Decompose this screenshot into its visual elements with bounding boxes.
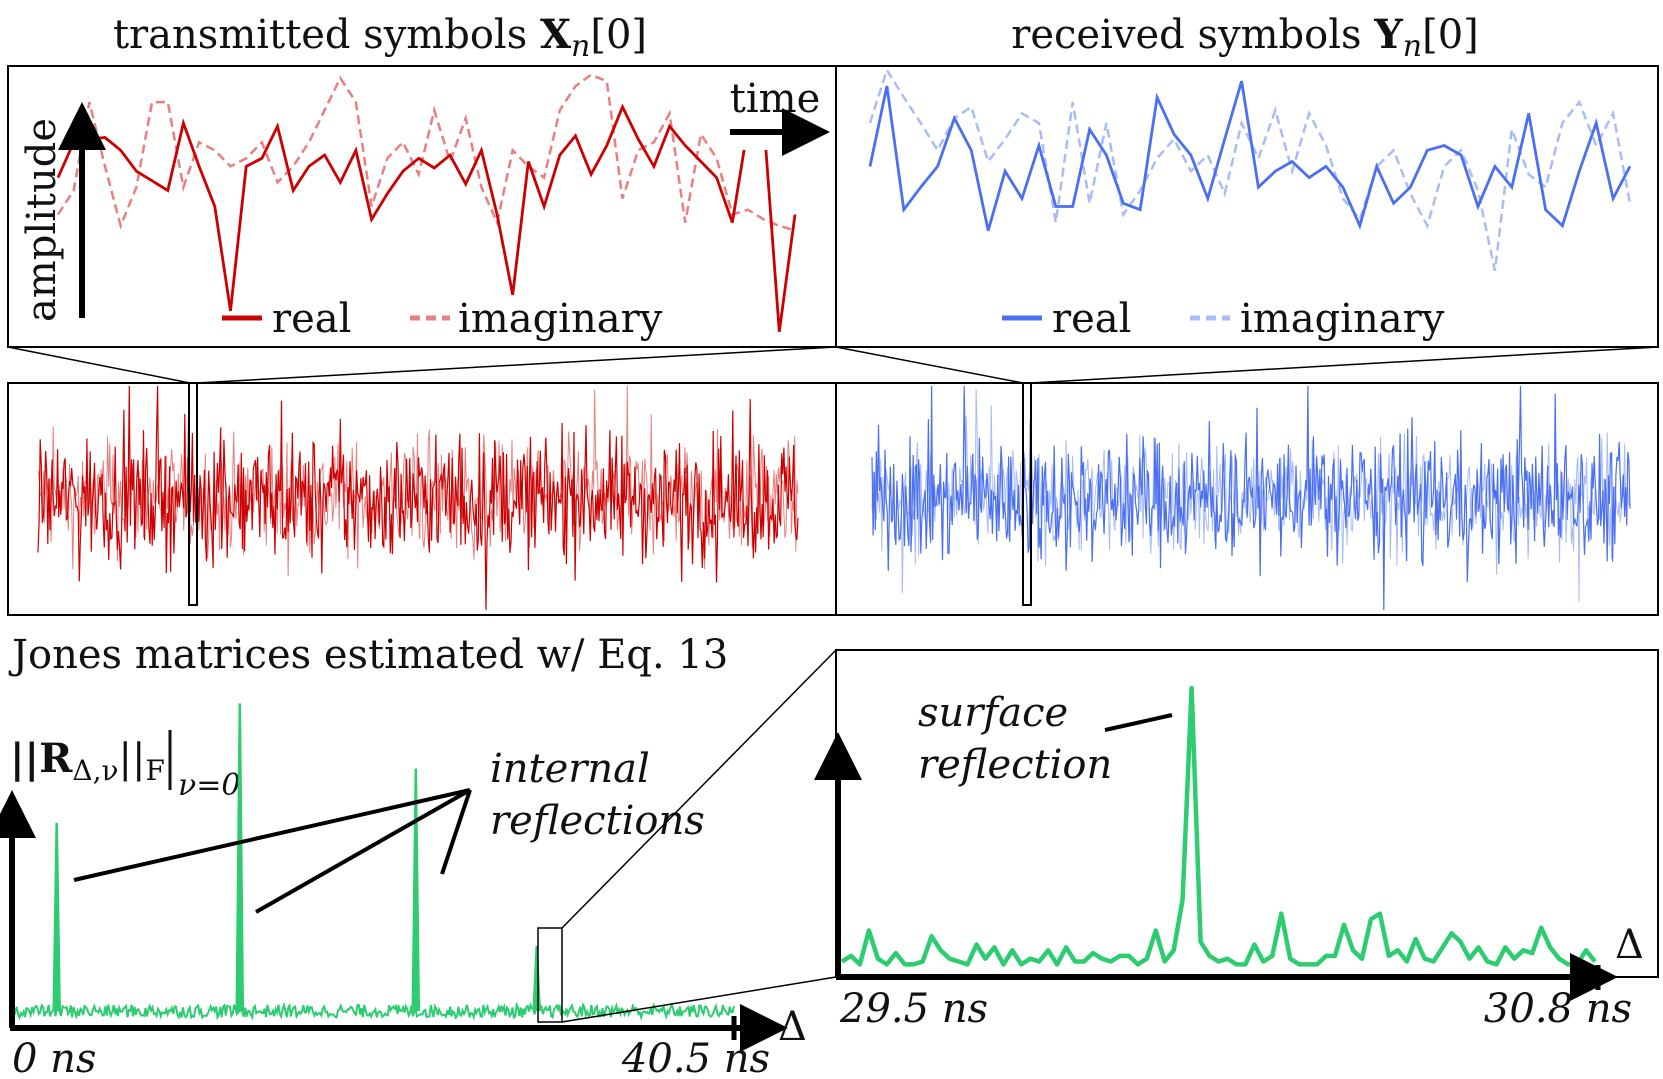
jones-zoom-series [840,685,1597,967]
annot-internal-2: reflections [490,798,705,844]
series-real [868,80,1632,231]
series-imaginary [56,73,796,232]
rx-legend-imag: imaginary [1240,296,1445,342]
svg-text:||RΔ,ν||F: ||RΔ,ν||F [10,735,165,787]
rx-full-frame [835,382,1659,616]
zoom-x-end: 30.8 ns [1484,986,1632,1032]
tx-title: transmitted symbols Xn[0] [113,11,647,64]
jones-title: Jones matrices estimated w/ Eq. 13 [8,632,728,678]
jones-peak-4 [532,945,541,1012]
tx-legend-imag: imaginary [458,296,663,342]
rx-legend: real imaginary [1002,296,1445,342]
zoom-x-start: 29.5 ns [839,986,988,1032]
annot-internal-1: internal [490,746,650,792]
jones-noise [13,1001,735,1022]
annot-surface-leader [1104,713,1173,732]
zoom-delta-label: Δ [1615,922,1644,968]
jones-zoom-connector-bottom [561,976,837,1023]
jones-zoom-window [537,927,563,1023]
jones-delta-label: Δ [778,1004,807,1050]
tx-full-signal [37,385,799,611]
rx-zoom-series [868,67,1632,272]
svg-text:ν=0: ν=0 [178,768,240,803]
jones-main-series [13,703,735,1022]
annot-surface-2: reflection [918,742,1112,788]
zoom-series [840,685,1597,967]
rx-legend-real: real [1052,296,1131,342]
jones-peak-2 [235,703,245,1012]
tx-legend-real: real [272,296,351,342]
amplitude-label: amplitude [19,118,65,322]
tx-zoom-connector-right [196,346,837,384]
rx-title: received symbols Yn[0] [1011,11,1479,64]
jones-x-end: 40.5 ns [621,1036,770,1079]
tx-zoom-series [56,73,797,332]
jones-peak-1 [52,822,61,1012]
jones-peak-3 [411,768,421,1012]
jones-x-start: 0 ns [12,1036,96,1079]
jones-ylabel: ||RΔ,ν||F ν=0 [10,730,240,803]
annot-internal-leader-1 [73,788,471,882]
rx-zoom-frame [835,65,1659,348]
tx-legend: real imaginary [222,296,663,342]
full-real [871,385,1631,611]
full-real [37,385,799,611]
annot-internal-leader-3 [440,789,472,875]
annot-internal-leader-2 [255,788,471,914]
time-label: time [730,76,820,122]
rx-zoom-connector-left [835,346,1024,384]
tx-zoom-connector-left [7,346,191,384]
tx-zoom-frame [7,65,837,348]
tx-zoom-window [188,382,198,606]
annot-surface-1: surface [918,690,1068,736]
rx-full-signal [871,385,1631,611]
rx-zoom-connector-right [1029,346,1659,384]
rx-zoom-window [1022,382,1032,606]
series-real [56,103,797,332]
jones-zoom-connector-top [561,649,837,929]
